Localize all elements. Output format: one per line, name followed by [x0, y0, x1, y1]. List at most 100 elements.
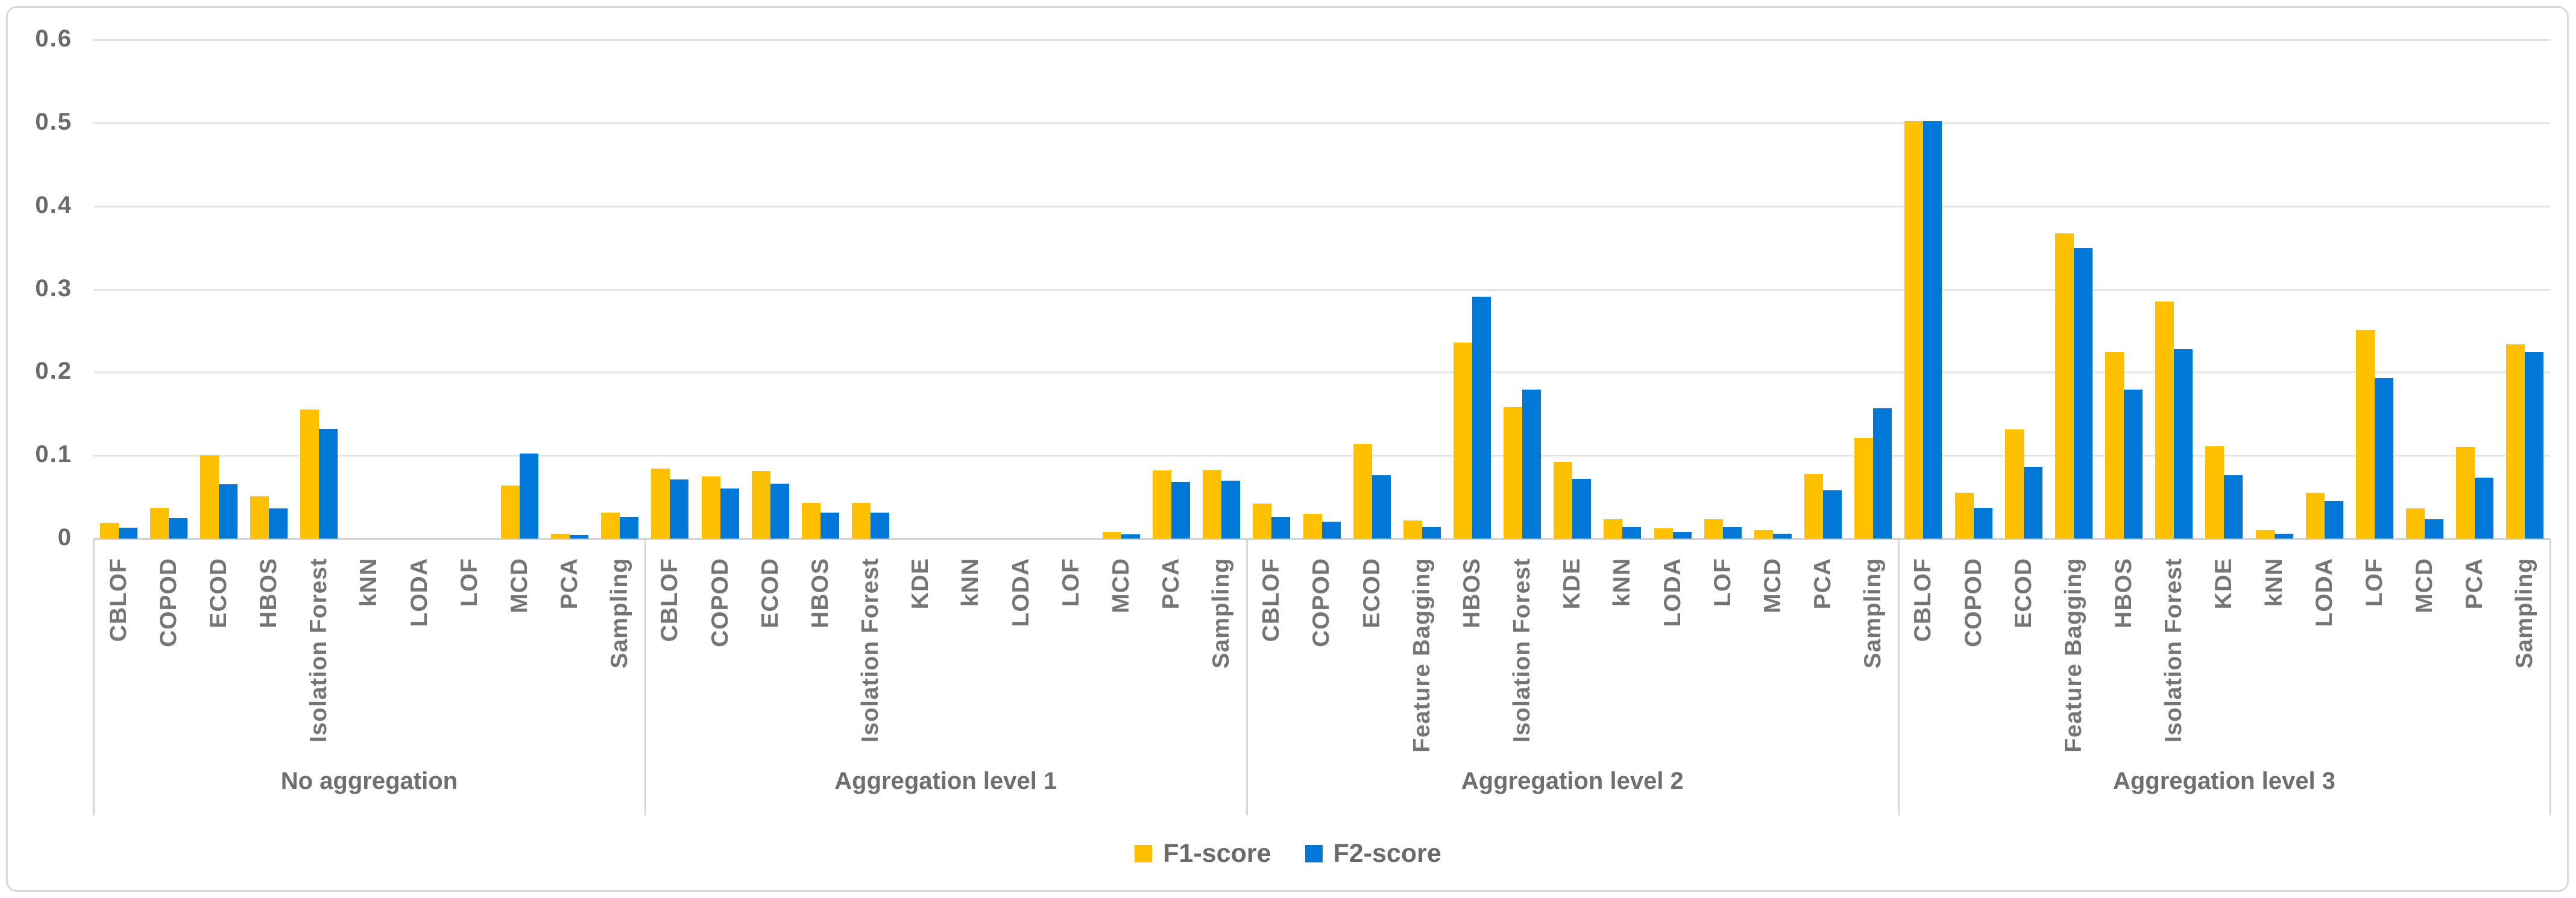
category-label-cell: Sampling [1848, 558, 1898, 751]
category-label: HBOS [807, 558, 833, 628]
bar-f1-score [1253, 504, 1272, 539]
bar-f2-score [2124, 390, 2143, 539]
bar-f1-score [1804, 474, 1824, 539]
bar-f1-score [1102, 532, 1121, 539]
group-label: No aggregation [280, 767, 458, 794]
category-label-cell: COPOD [143, 558, 194, 751]
category-label-cell: LODA [2299, 558, 2349, 751]
bar-f2-score [1171, 482, 1190, 539]
bar-f1-score [2305, 493, 2325, 539]
category-label: PCA [1158, 558, 1184, 610]
group-separator [1245, 539, 1248, 815]
bar-f1-score [300, 409, 320, 539]
bar-f1-score [1403, 520, 1422, 539]
category-label: kNN [356, 558, 382, 607]
bar-f2-score [2174, 349, 2193, 539]
category-label: KDE [2211, 558, 2237, 610]
category-label: MCD [1759, 558, 1786, 613]
category-label-cell: LODA [394, 558, 444, 751]
bar-f1-score [1153, 470, 1171, 539]
bar-f1-score [751, 471, 770, 539]
bar-f1-score [500, 485, 520, 539]
y-tick-label: 0.3 [35, 274, 72, 302]
category-label-cell: CBLOF [645, 558, 695, 751]
bar-f1-score [99, 523, 119, 539]
category-label-cell: PCA [544, 558, 594, 751]
category-label: KDE [907, 558, 934, 610]
bar-f1-score [651, 469, 670, 539]
category-label: COPOD [155, 558, 181, 648]
bar-f1-score [801, 503, 820, 539]
group-separator [93, 539, 95, 815]
legend-swatch-f1 [1135, 844, 1153, 862]
bar-f2-score [570, 535, 589, 539]
category-label: COPOD [1960, 558, 1986, 648]
category-label-cell: Feature Bagging [1397, 558, 1447, 753]
category-label-cell: kNN [2249, 558, 2299, 751]
category-label-cell: LOF [2349, 558, 2399, 751]
category-label-cell: COPOD [1297, 558, 1347, 751]
bar-f2-score [1121, 534, 1140, 539]
bar-f1-score [2255, 530, 2275, 539]
bar-f2-score [820, 513, 839, 539]
y-tick-label: 0.1 [35, 441, 72, 468]
legend-label-f1: F1-score [1163, 838, 1271, 868]
category-label: Sampling [2511, 558, 2538, 669]
bar-f1-score [1754, 530, 1773, 539]
category-label: ECOD [1358, 558, 1385, 628]
category-label-cell: kNN [344, 558, 394, 751]
category-label: Isolation Forest [1509, 558, 1535, 743]
category-label: HBOS [2111, 558, 2137, 628]
category-label-cell: HBOS [1447, 558, 1497, 751]
category-label: KDE [1559, 558, 1586, 610]
bar-f2-score [720, 489, 739, 539]
group-separator [644, 539, 646, 815]
group-separator [1897, 539, 1900, 815]
category-label: Feature Bagging [1408, 558, 1435, 753]
group-separator [2549, 539, 2551, 815]
category-label-cell: LODA [1648, 558, 1698, 751]
bar-f1-score [1704, 519, 1723, 539]
category-label-cell: LOF [1698, 558, 1748, 751]
gridline-0.1 [93, 455, 2550, 457]
category-label: Sampling [1208, 558, 1235, 669]
category-label: CBLOF [657, 558, 683, 642]
y-tick-label: 0.6 [35, 25, 72, 52]
category-label: COPOD [707, 558, 733, 648]
category-label-cell: kNN [946, 558, 996, 751]
category-label: ECOD [205, 558, 231, 628]
category-label: Isolation Forest [306, 558, 332, 743]
bar-f2-score [1722, 527, 1742, 539]
category-label-cell: Sampling [2500, 558, 2550, 751]
category-label-cell: HBOS [244, 558, 294, 751]
category-label-cell: kNN [1598, 558, 1648, 751]
category-label: LODA [2311, 558, 2337, 627]
category-label-cell: Feature Bagging [2049, 558, 2099, 753]
category-label-cell: ECOD [1347, 558, 1397, 751]
bar-f2-score [1572, 479, 1592, 539]
category-label: kNN [1609, 558, 1636, 607]
category-label: Feature Bagging [2060, 558, 2086, 753]
category-label-cell: KDE [896, 558, 946, 751]
bar-f2-score [2274, 534, 2293, 539]
bar-f2-score [1422, 527, 1441, 539]
bar-f2-score [1672, 532, 1692, 539]
gridline-0.4 [93, 205, 2550, 207]
category-label-cell: MCD [2400, 558, 2450, 751]
bar-f2-score [1873, 408, 1892, 539]
bar-f2-score [2374, 378, 2393, 539]
category-label-cell: Sampling [595, 558, 645, 751]
bar-f2-score [1472, 297, 1491, 539]
bar-f1-score [1654, 528, 1673, 539]
category-label: MCD [2411, 558, 2438, 613]
category-label: LOF [456, 558, 482, 607]
category-label-cell: KDE [2199, 558, 2249, 751]
y-tick-label: 0.2 [35, 358, 72, 385]
category-label: LOF [1057, 558, 1084, 607]
bar-f2-score [1923, 121, 1942, 539]
bar-f1-score [2456, 447, 2475, 539]
category-label: CBLOF [1910, 558, 1936, 642]
bar-f1-score [852, 503, 871, 539]
legend-swatch-f2 [1305, 844, 1323, 862]
